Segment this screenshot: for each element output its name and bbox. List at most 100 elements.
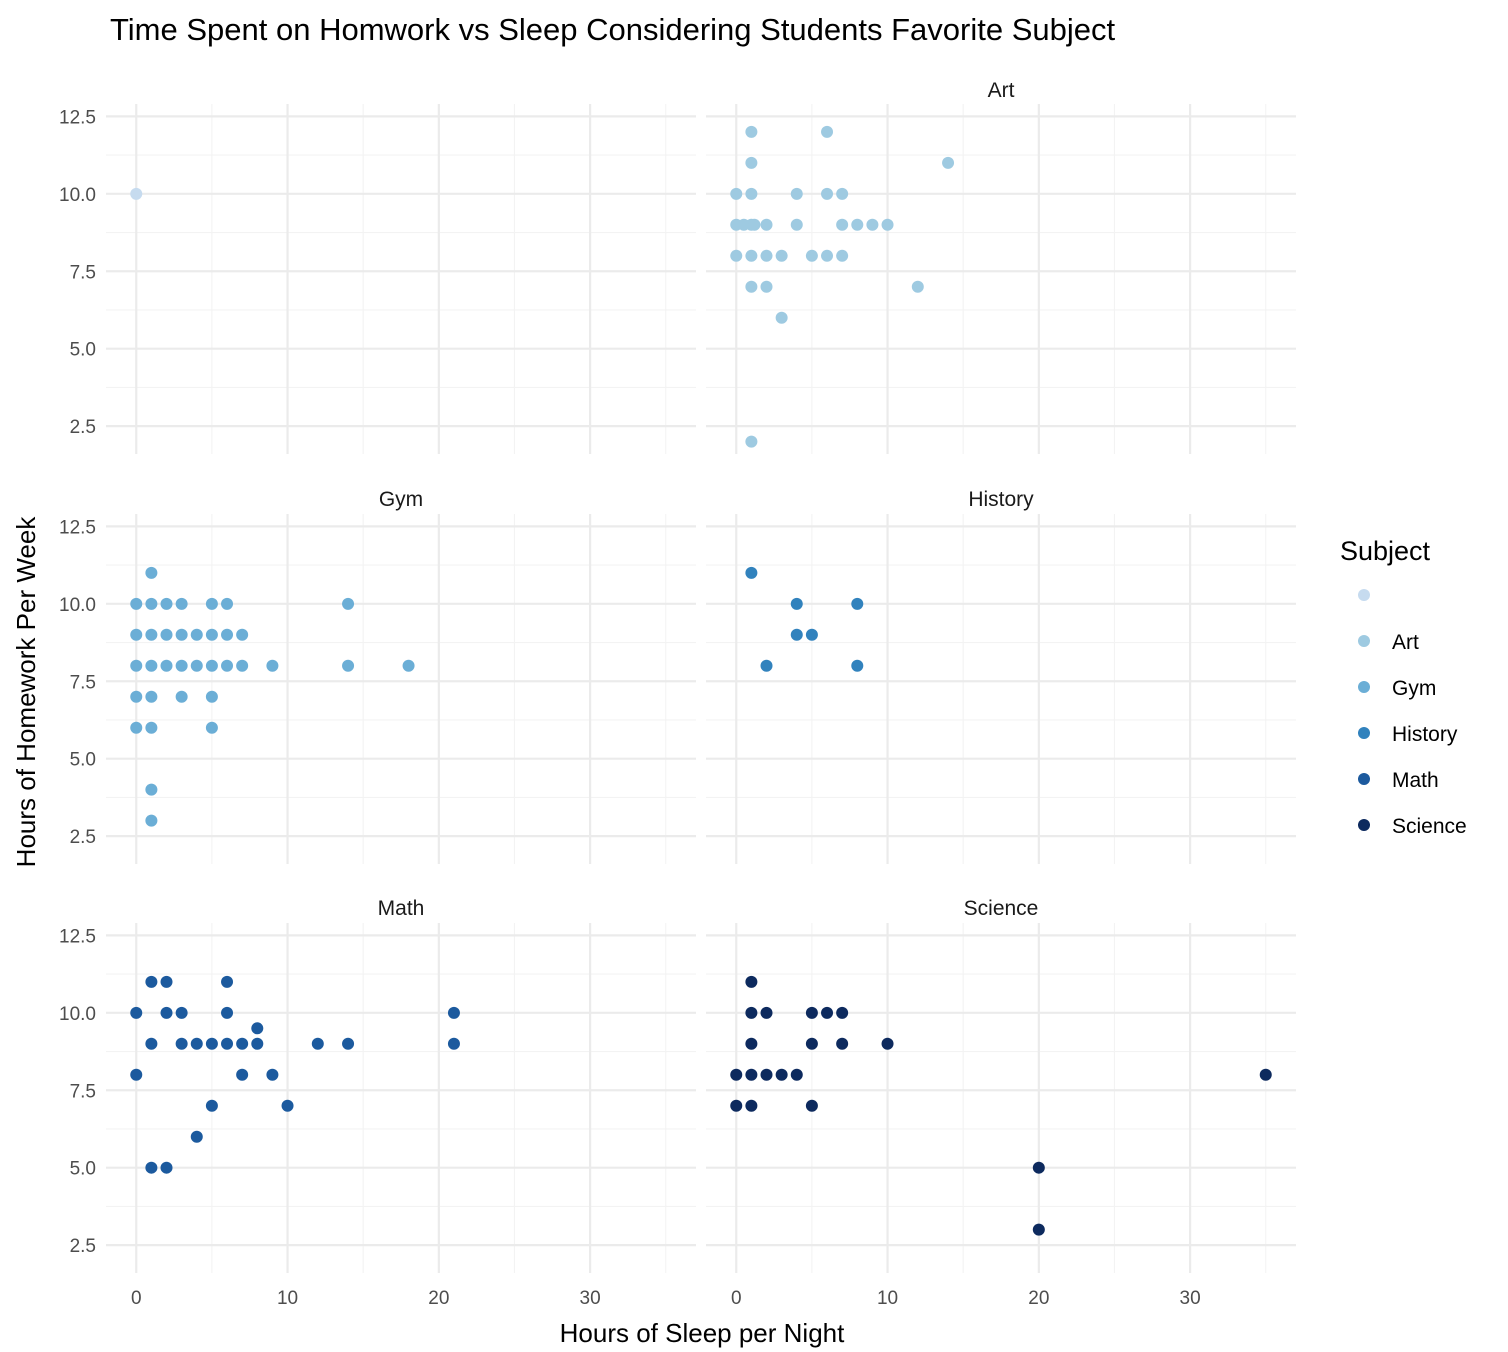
- facet-panel: 2.5 5.0 7.5 10.0 12.5: [59, 104, 696, 454]
- data-point: [760, 249, 773, 262]
- data-point: [836, 218, 849, 231]
- data-point: [745, 435, 758, 448]
- data-point: [221, 597, 234, 610]
- data-point: [145, 1037, 158, 1050]
- y-tick-label: 5.0: [70, 340, 96, 361]
- data-point: [190, 628, 203, 641]
- data-point: [160, 1006, 173, 1019]
- data-point: [745, 1037, 758, 1050]
- data-point: [745, 156, 758, 169]
- data-point: [130, 690, 143, 703]
- data-point: [236, 1068, 249, 1081]
- data-point: [881, 1037, 894, 1050]
- data-point: [775, 249, 788, 262]
- data-point: [145, 566, 158, 579]
- data-point: [836, 1037, 849, 1050]
- y-tick-label: 2.5: [70, 827, 96, 848]
- data-point: [190, 1130, 203, 1143]
- data-point: [342, 659, 355, 672]
- data-point: [311, 1037, 324, 1050]
- legend-label: Science: [1392, 815, 1467, 838]
- facet-panel: Math 2.5 5.0 7.5 10.0 12.5 0 10 20 30: [59, 897, 696, 1309]
- data-point: [730, 1099, 743, 1112]
- data-point: [281, 1099, 294, 1112]
- data-point: [447, 1037, 460, 1050]
- facet-strip-label: Math: [378, 897, 425, 920]
- facet-panel: Art: [706, 79, 1296, 454]
- data-point: [251, 1037, 264, 1050]
- data-point: [805, 1006, 818, 1019]
- data-point: [145, 721, 158, 734]
- data-point: [266, 1068, 279, 1081]
- data-point: [175, 690, 188, 703]
- x-tick-label: 30: [580, 1288, 601, 1309]
- data-point: [160, 597, 173, 610]
- facet-panel: Science 0 10 20 30: [706, 897, 1296, 1309]
- data-point: [851, 597, 864, 610]
- facet-strip-label: Art: [988, 79, 1015, 102]
- data-point: [745, 1006, 758, 1019]
- y-tick-label: 7.5: [70, 672, 96, 693]
- data-point: [145, 1161, 158, 1174]
- y-tick-label: 2.5: [70, 1236, 96, 1257]
- x-tick-label: 10: [877, 1288, 898, 1309]
- data-point: [205, 628, 218, 641]
- legend-key: [1358, 635, 1370, 647]
- data-point: [805, 1099, 818, 1112]
- data-point: [851, 218, 864, 231]
- x-tick-label: 10: [277, 1288, 298, 1309]
- legend-label: Art: [1392, 631, 1419, 654]
- data-point: [205, 690, 218, 703]
- data-point: [790, 218, 803, 231]
- facet-strip-label: History: [968, 488, 1034, 511]
- data-point: [745, 280, 758, 293]
- legend-key: [1358, 681, 1370, 693]
- x-axis-title: Hours of Sleep per Night: [560, 1318, 845, 1348]
- data-point: [205, 1037, 218, 1050]
- legend-label: History: [1392, 723, 1458, 746]
- data-point: [745, 125, 758, 138]
- data-point: [205, 1099, 218, 1112]
- x-tick-label: 0: [131, 1288, 142, 1309]
- x-tick-label: 20: [428, 1288, 449, 1309]
- data-point: [175, 628, 188, 641]
- y-tick-label: 12.5: [59, 926, 96, 947]
- data-point: [221, 659, 234, 672]
- data-point: [745, 566, 758, 579]
- data-point: [730, 187, 743, 200]
- legend-label: Math: [1392, 769, 1439, 792]
- data-point: [160, 975, 173, 988]
- data-point: [745, 975, 758, 988]
- data-point: [402, 659, 415, 672]
- data-point: [130, 1006, 143, 1019]
- data-point: [821, 125, 834, 138]
- data-point: [881, 218, 894, 231]
- data-point: [205, 721, 218, 734]
- legend-title: Subject: [1340, 536, 1431, 566]
- data-point: [160, 628, 173, 641]
- x-tick-label: 30: [1180, 1288, 1201, 1309]
- data-point: [1032, 1161, 1045, 1174]
- data-point: [730, 249, 743, 262]
- data-point: [221, 1037, 234, 1050]
- y-tick-label: 5.0: [70, 1159, 96, 1180]
- y-tick-label: 5.0: [70, 750, 96, 771]
- data-point: [130, 597, 143, 610]
- data-point: [790, 1068, 803, 1081]
- legend-key: [1358, 589, 1370, 601]
- data-point: [130, 659, 143, 672]
- data-point: [775, 311, 788, 324]
- data-point: [745, 1099, 758, 1112]
- data-point: [342, 597, 355, 610]
- data-point: [145, 975, 158, 988]
- data-point: [236, 628, 249, 641]
- facet-panel: Gym 2.5 5.0 7.5 10.0 12.5: [59, 488, 696, 864]
- data-point: [1259, 1068, 1272, 1081]
- legend: Subject Art Gym History Math Science: [1340, 536, 1467, 838]
- data-point: [821, 187, 834, 200]
- data-point: [790, 628, 803, 641]
- data-point: [1032, 1223, 1045, 1236]
- legend-key: [1358, 727, 1370, 739]
- data-point: [760, 1006, 773, 1019]
